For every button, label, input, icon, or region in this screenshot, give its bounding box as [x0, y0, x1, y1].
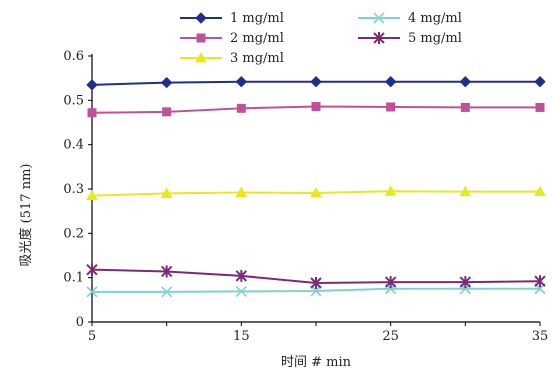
- data-point: [195, 51, 207, 63]
- data-point: [460, 102, 470, 112]
- y-tick-label: 0.3: [63, 182, 84, 197]
- data-point: [235, 76, 248, 88]
- data-point: [310, 76, 322, 88]
- data-point: [235, 186, 248, 198]
- data-point: [86, 79, 98, 91]
- series-1: [86, 76, 546, 91]
- data-point: [160, 76, 173, 89]
- data-point: [86, 263, 98, 276]
- data-point: [87, 108, 97, 118]
- data-point: [384, 185, 397, 196]
- y-tick-label: 0.2: [63, 226, 84, 241]
- y-axis-label: 吸光度 (517 nm): [18, 164, 34, 267]
- data-point: [534, 76, 546, 88]
- data-point: [161, 286, 173, 298]
- legend-label: 3 mg/ml: [230, 51, 284, 66]
- data-point: [459, 76, 472, 88]
- data-point: [310, 186, 322, 198]
- x-tick-label: 15: [233, 329, 250, 344]
- legend-label: 1 mg/ml: [230, 11, 284, 26]
- legend-item-1: 1 mg/ml: [180, 11, 284, 26]
- y-tick-label: 0.5: [63, 93, 84, 108]
- data-point: [195, 12, 207, 24]
- legend-item-4: 4 mg/ml: [358, 11, 462, 26]
- series-2: [87, 102, 545, 118]
- data-point: [534, 275, 546, 288]
- data-point: [196, 33, 206, 43]
- data-point: [162, 107, 172, 117]
- legend-label: 4 mg/ml: [408, 11, 462, 26]
- data-point: [160, 187, 173, 198]
- data-point: [535, 102, 545, 112]
- data-point: [384, 76, 397, 88]
- y-tick-label: 0.1: [63, 271, 84, 286]
- legend-label: 2 mg/ml: [230, 31, 284, 46]
- data-point: [310, 276, 322, 289]
- data-point: [236, 103, 246, 113]
- data-point: [86, 189, 98, 201]
- legend-label: 5 mg/ml: [408, 31, 462, 46]
- data-point: [534, 185, 546, 197]
- data-point: [373, 12, 385, 24]
- x-tick-label: 5: [88, 329, 96, 344]
- data-point: [160, 265, 173, 278]
- y-tick-label: 0.4: [63, 138, 84, 153]
- legend-item-5: 5 mg/ml: [358, 31, 462, 46]
- data-point: [384, 276, 397, 289]
- series-group: [86, 76, 546, 298]
- legend-item-2: 2 mg/ml: [180, 31, 284, 46]
- legend: 1 mg/ml 2 mg/ml 3 mg/ml 4 mg/ml 5 mg/ml: [180, 11, 462, 66]
- data-point: [311, 102, 321, 112]
- x-ticks: 5 15 25 35: [88, 322, 548, 344]
- y-tick-label: 0: [76, 315, 84, 330]
- series-3: [86, 185, 546, 201]
- x-tick-label: 25: [382, 329, 399, 344]
- data-point: [235, 269, 248, 282]
- data-point: [459, 276, 472, 289]
- y-tick-label: 0.6: [63, 49, 84, 64]
- data-point: [386, 102, 396, 112]
- data-point: [373, 32, 385, 44]
- data-point: [86, 286, 98, 298]
- y-ticks: 0 0.1 0.2 0.3 0.4 0.5 0.6: [63, 49, 92, 330]
- data-point: [235, 285, 247, 297]
- series-5: [86, 263, 546, 289]
- x-axis-label: 时间 # min: [281, 355, 352, 370]
- x-tick-label: 35: [532, 329, 549, 344]
- data-point: [459, 185, 472, 197]
- legend-item-3: 3 mg/ml: [180, 51, 284, 66]
